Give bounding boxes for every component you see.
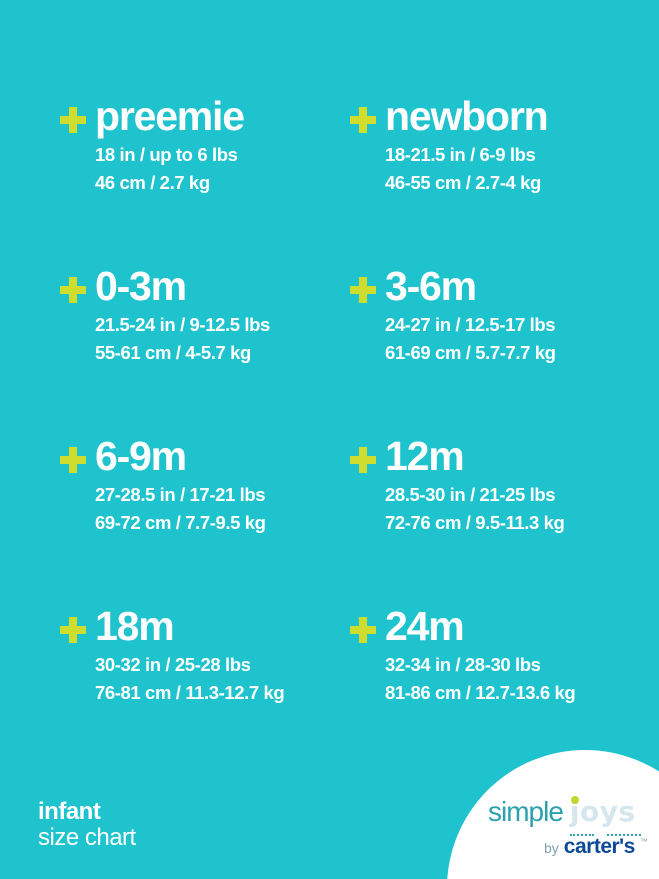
- size-name: newborn: [385, 93, 549, 139]
- size-imperial: 24-27 in / 12.5-17 lbs: [385, 313, 556, 335]
- size-details: 18-21.5 in / 6-9 lbs 46-55 cm / 2.7-4 kg: [385, 141, 600, 197]
- size-imperial: 18-21.5 in / 6-9 lbs: [385, 143, 536, 165]
- size-cell-12m: 12m 28.5-30 in / 21-25 lbs 72-76 cm / 9.…: [350, 433, 600, 606]
- size-metric: 81-86 cm / 12.7-13.6 kg: [385, 681, 576, 703]
- plus-icon: [350, 107, 376, 133]
- size-cell-24m: 24m 32-34 in / 28-30 lbs 81-86 cm / 12.7…: [350, 603, 600, 776]
- brand-logo-circle: simple joys by carter's ™: [447, 750, 659, 879]
- plus-icon: [350, 277, 376, 303]
- size-metric: 46 cm / 2.7 kg: [95, 171, 210, 193]
- size-metric: 72-76 cm / 9.5-11.3 kg: [385, 511, 565, 533]
- dotted-underline-right: [607, 834, 641, 836]
- plus-icon: [60, 277, 86, 303]
- size-details: 28.5-30 in / 21-25 lbs 72-76 cm / 9.5-11…: [385, 481, 600, 537]
- size-name: preemie: [95, 93, 245, 139]
- size-name: 24m: [385, 603, 465, 649]
- size-cell-6-9m: 6-9m 27-28.5 in / 17-21 lbs 69-72 cm / 7…: [60, 433, 350, 606]
- size-grid: preemie 18 in / up to 6 lbs 46 cm / 2.7 …: [60, 93, 600, 776]
- plus-icon: [350, 447, 376, 473]
- size-header: 24m: [350, 603, 600, 649]
- size-header: 18m: [60, 603, 350, 649]
- chart-caption: infant size chart: [38, 799, 136, 851]
- size-imperial: 30-32 in / 25-28 lbs: [95, 653, 251, 675]
- byline-brand: carter's: [563, 835, 636, 858]
- plus-icon: [350, 617, 376, 643]
- size-header: preemie: [60, 93, 350, 139]
- size-name: 6-9m: [95, 433, 187, 479]
- size-metric: 46-55 cm / 2.7-4 kg: [385, 171, 541, 193]
- brand-logo-wordmark: simple joys: [488, 795, 636, 828]
- size-header: 3-6m: [350, 263, 600, 309]
- size-imperial: 27-28.5 in / 17-21 lbs: [95, 483, 266, 505]
- size-name: 12m: [385, 433, 465, 479]
- size-cell-0-3m: 0-3m 21.5-24 in / 9-12.5 lbs 55-61 cm / …: [60, 263, 350, 436]
- size-header: 12m: [350, 433, 600, 479]
- byline-prefix: by: [544, 840, 559, 856]
- size-details: 21.5-24 in / 9-12.5 lbs 55-61 cm / 4-5.7…: [95, 311, 350, 367]
- size-details: 32-34 in / 28-30 lbs 81-86 cm / 12.7-13.…: [385, 651, 600, 707]
- chart-caption-category: infant: [38, 798, 101, 825]
- brand-word-simple: simple: [488, 796, 564, 827]
- size-name: 18m: [95, 603, 175, 649]
- size-imperial: 21.5-24 in / 9-12.5 lbs: [95, 313, 270, 335]
- size-metric: 76-81 cm / 11.3-12.7 kg: [95, 681, 285, 703]
- size-metric: 55-61 cm / 4-5.7 kg: [95, 341, 251, 363]
- size-cell-18m: 18m 30-32 in / 25-28 lbs 76-81 cm / 11.3…: [60, 603, 350, 776]
- dotted-underline-left: [570, 834, 594, 836]
- size-name: 0-3m: [95, 263, 187, 309]
- size-imperial: 18 in / up to 6 lbs: [95, 143, 238, 165]
- size-details: 27-28.5 in / 17-21 lbs 69-72 cm / 7.7-9.…: [95, 481, 350, 537]
- size-header: 6-9m: [60, 433, 350, 479]
- size-imperial: 32-34 in / 28-30 lbs: [385, 653, 541, 675]
- size-imperial: 28.5-30 in / 21-25 lbs: [385, 483, 556, 505]
- brand-byline: by carter's ™: [544, 835, 648, 859]
- size-header: newborn: [350, 93, 600, 139]
- plus-icon: [60, 617, 86, 643]
- brand-word-joys: joys: [569, 795, 636, 828]
- trademark-symbol: ™: [639, 837, 648, 846]
- size-cell-3-6m: 3-6m 24-27 in / 12.5-17 lbs 61-69 cm / 5…: [350, 263, 600, 436]
- size-cell-newborn: newborn 18-21.5 in / 6-9 lbs 46-55 cm / …: [350, 93, 600, 266]
- size-metric: 69-72 cm / 7.7-9.5 kg: [95, 511, 266, 533]
- size-details: 18 in / up to 6 lbs 46 cm / 2.7 kg: [95, 141, 350, 197]
- size-metric: 61-69 cm / 5.7-7.7 kg: [385, 341, 556, 363]
- size-header: 0-3m: [60, 263, 350, 309]
- size-cell-preemie: preemie 18 in / up to 6 lbs 46 cm / 2.7 …: [60, 93, 350, 266]
- chart-caption-label: size chart: [38, 824, 136, 851]
- plus-icon: [60, 107, 86, 133]
- size-name: 3-6m: [385, 263, 477, 309]
- plus-icon: [60, 447, 86, 473]
- size-details: 30-32 in / 25-28 lbs 76-81 cm / 11.3-12.…: [95, 651, 350, 707]
- size-details: 24-27 in / 12.5-17 lbs 61-69 cm / 5.7-7.…: [385, 311, 600, 367]
